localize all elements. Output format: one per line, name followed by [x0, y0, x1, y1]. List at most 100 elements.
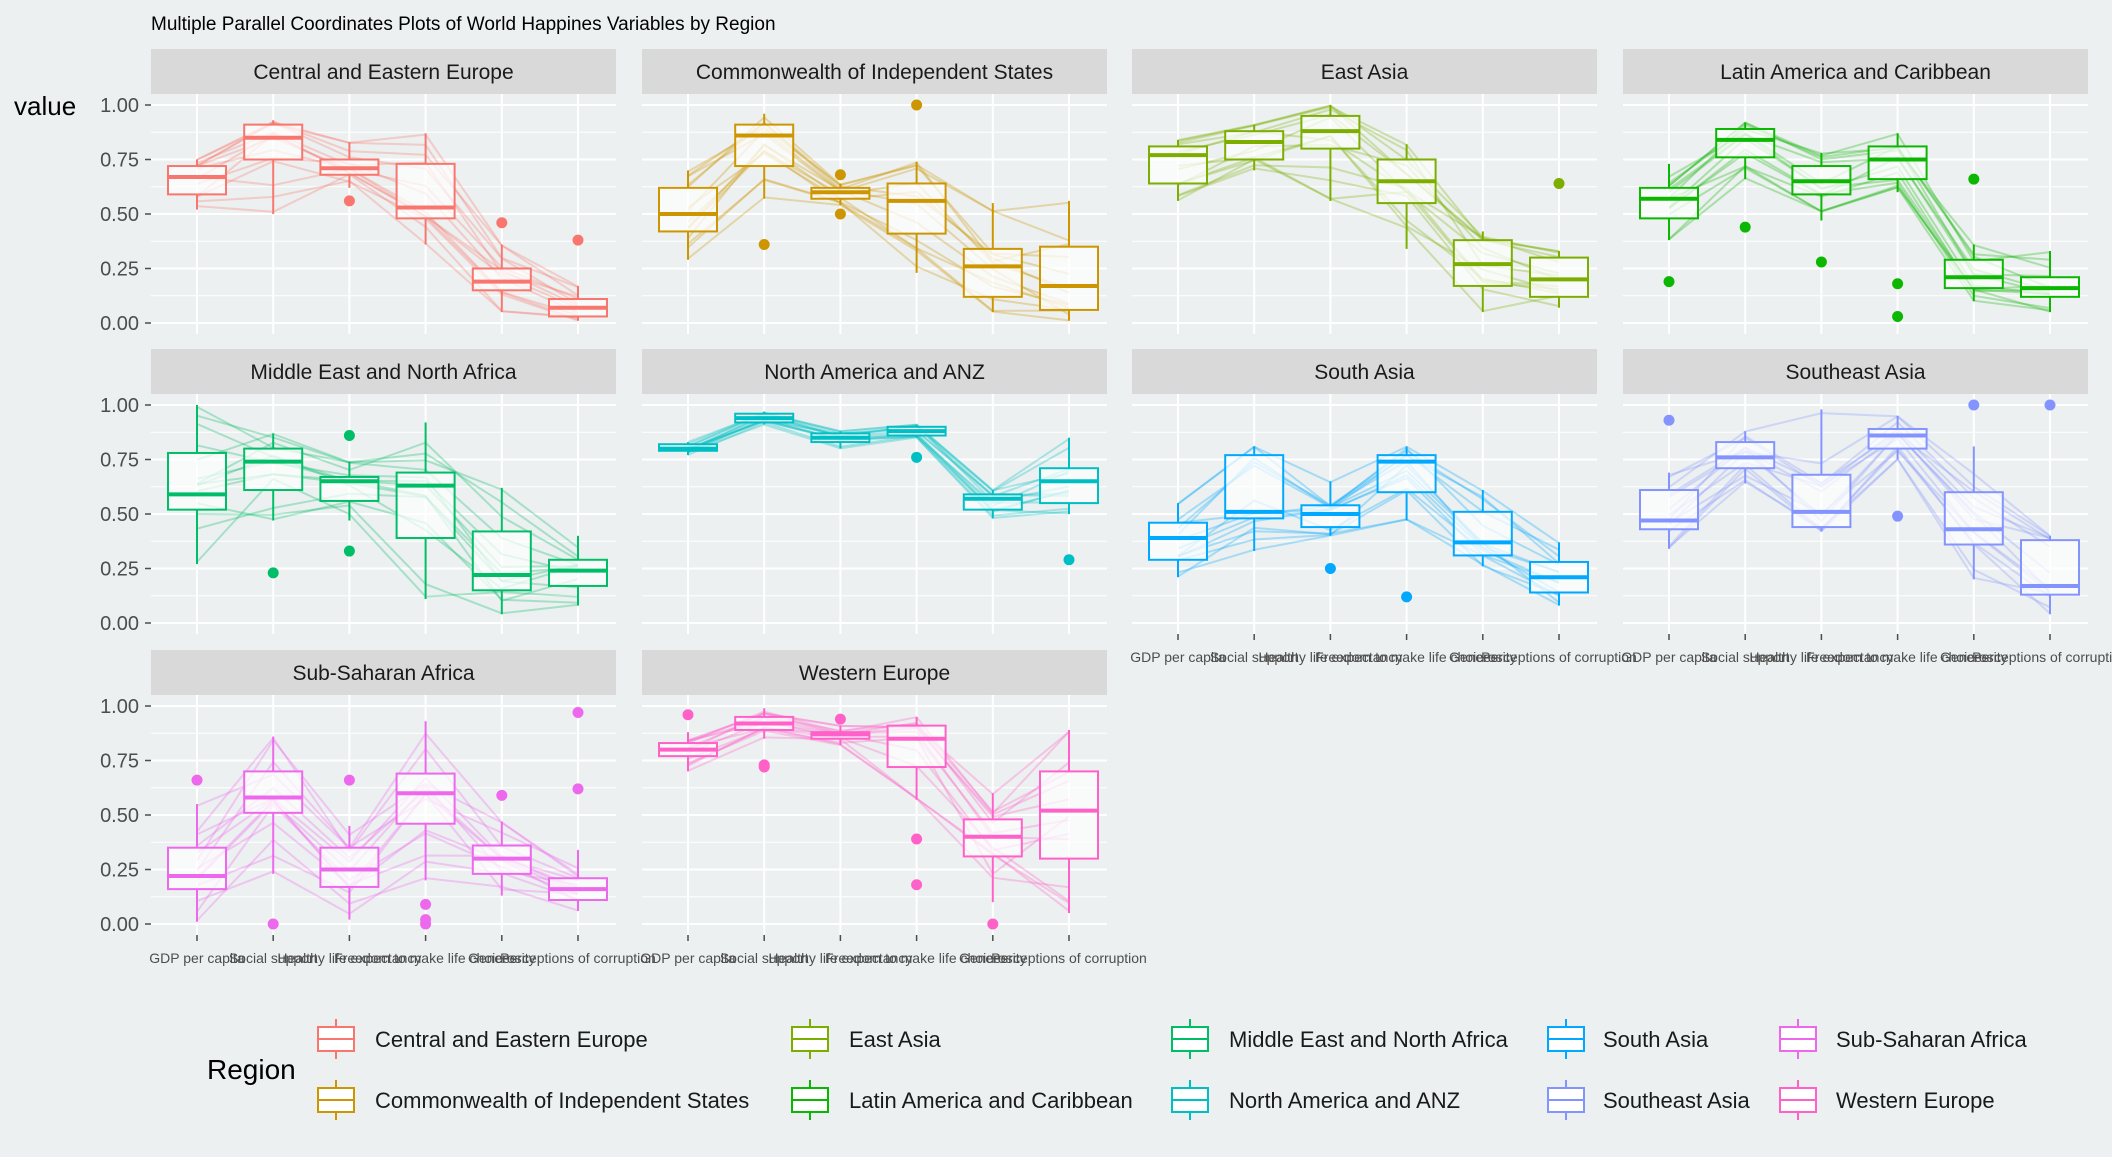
observation-line [1668, 164, 2051, 312]
boxplot-gdp-per-capita [167, 774, 227, 922]
boxplot-healthy-life-expectancy [810, 169, 871, 220]
outlier-point [911, 99, 923, 111]
boxplot-perceptions-of-corruption [1529, 177, 1589, 308]
boxplot-perceptions-of-corruption [1529, 542, 1589, 606]
outlier-point [1324, 563, 1336, 574]
boxplot-gdp-per-capita [1148, 503, 1208, 578]
x-tick-label: Healthy life expectancy [277, 950, 421, 966]
outlier-point [343, 774, 355, 786]
chart-title: Multiple Parallel Coordinates Plots of W… [151, 14, 776, 35]
panel-commonwealth-of-independent-states: Commonwealth of Independent States [642, 49, 1107, 334]
panel-strip [1623, 349, 2088, 394]
boxplot-social-support [1224, 446, 1285, 552]
boxplot-gdp-per-capita [658, 442, 718, 456]
outlier-point [1968, 173, 1980, 185]
boxplot-perceptions-of-corruption [2020, 399, 2080, 615]
box [886, 724, 947, 769]
outlier-point [1739, 221, 1751, 233]
boxplot-gdp-per-capita [1639, 163, 1699, 288]
boxplot-healthy-life-expectancy [1791, 152, 1852, 268]
box [1715, 441, 1776, 470]
boxplot-perceptions-of-corruption [548, 234, 608, 321]
observation-line [687, 423, 1070, 520]
panel-strip [642, 349, 1107, 394]
legend-item: Commonwealth of Independent States [317, 1080, 749, 1120]
outlier-point [911, 833, 923, 845]
legend-label: Southeast Asia [1603, 1088, 1751, 1113]
boxplot-social-support [734, 708, 795, 773]
box [395, 471, 456, 539]
box [1148, 145, 1208, 185]
outlier-point [420, 918, 432, 930]
box [471, 530, 532, 592]
legend-label: South Asia [1603, 1027, 1709, 1052]
boxplot-freedom-to-make-life-choices [1867, 133, 1928, 322]
legend-label: Commonwealth of Independent States [375, 1088, 749, 1113]
outlier-point [1968, 399, 1980, 411]
observation-line [687, 420, 1070, 517]
x-tick-label: Social support [1210, 649, 1299, 665]
x-tick-label: Generosity [959, 950, 1027, 966]
boxplot-freedom-to-make-life-choices [1867, 415, 1928, 522]
outlier-point [2044, 399, 2056, 411]
observation-line [196, 167, 579, 321]
panel-strip [151, 349, 616, 394]
legend-item: Central and Eastern Europe [317, 1019, 648, 1059]
y-tick-label: 0.00 [100, 914, 139, 936]
legend-item: Latin America and Caribbean [791, 1080, 1133, 1120]
boxplot-healthy-life-expectancy [319, 774, 380, 920]
panel-strip-label: Western Europe [799, 662, 950, 685]
box [243, 123, 304, 161]
observation-line [196, 504, 579, 615]
boxplot-generosity [962, 490, 1023, 519]
box [1639, 489, 1699, 531]
boxplot-perceptions-of-corruption [1039, 437, 1099, 566]
panel-strip-label: Southeast Asia [1785, 361, 1925, 384]
box [1300, 504, 1361, 529]
boxplot-generosity [471, 487, 532, 615]
legend-label: Latin America and Caribbean [849, 1088, 1133, 1113]
box [658, 186, 718, 233]
y-tick-label: 0.50 [100, 504, 139, 526]
box [395, 162, 456, 220]
box [886, 182, 947, 235]
outlier-point [1892, 310, 1904, 322]
boxplot-generosity [471, 789, 532, 896]
y-tick-label: 0.75 [100, 751, 139, 773]
x-tick-label: Perceptions of corruption [991, 950, 1147, 966]
boxplot-generosity [471, 217, 532, 313]
y-tick-label: 0.25 [100, 259, 139, 281]
outlier-point [343, 545, 355, 557]
outlier-point [191, 774, 203, 786]
box [1529, 256, 1589, 298]
x-tick-label: Generosity [468, 950, 536, 966]
box [1148, 521, 1208, 561]
observation-line [196, 173, 579, 318]
outlier-point [682, 709, 694, 721]
boxplot-generosity [1452, 490, 1513, 567]
legend-item: Middle East and North Africa [1171, 1019, 1509, 1059]
boxplot-generosity [962, 203, 1023, 313]
y-tick-label: 0.75 [100, 150, 139, 172]
legend-label: Western Europe [1836, 1088, 1995, 1113]
y-tick-label: 0.50 [100, 204, 139, 226]
outlier-point [834, 208, 846, 220]
boxplot-gdp-per-capita [658, 709, 718, 772]
outlier-point [496, 789, 508, 801]
panel-central-and-eastern-europe: Central and Eastern Europe 0.00 0.25 0.50 0.… [100, 49, 616, 335]
observation-line [1668, 148, 2051, 310]
panel-strip [642, 49, 1107, 94]
box [548, 558, 608, 587]
outlier-point [572, 783, 584, 795]
observation-line [196, 406, 579, 549]
y-tick-label: 1.00 [100, 696, 139, 718]
box [1039, 245, 1099, 311]
outlier-point [420, 898, 432, 910]
box [1224, 130, 1285, 161]
y-tick-label: 1.00 [100, 95, 139, 117]
boxplot-healthy-life-expectancy [319, 430, 380, 557]
panel-strip-label: East Asia [1321, 61, 1409, 84]
outlier-point [911, 879, 923, 891]
box [1224, 454, 1285, 520]
